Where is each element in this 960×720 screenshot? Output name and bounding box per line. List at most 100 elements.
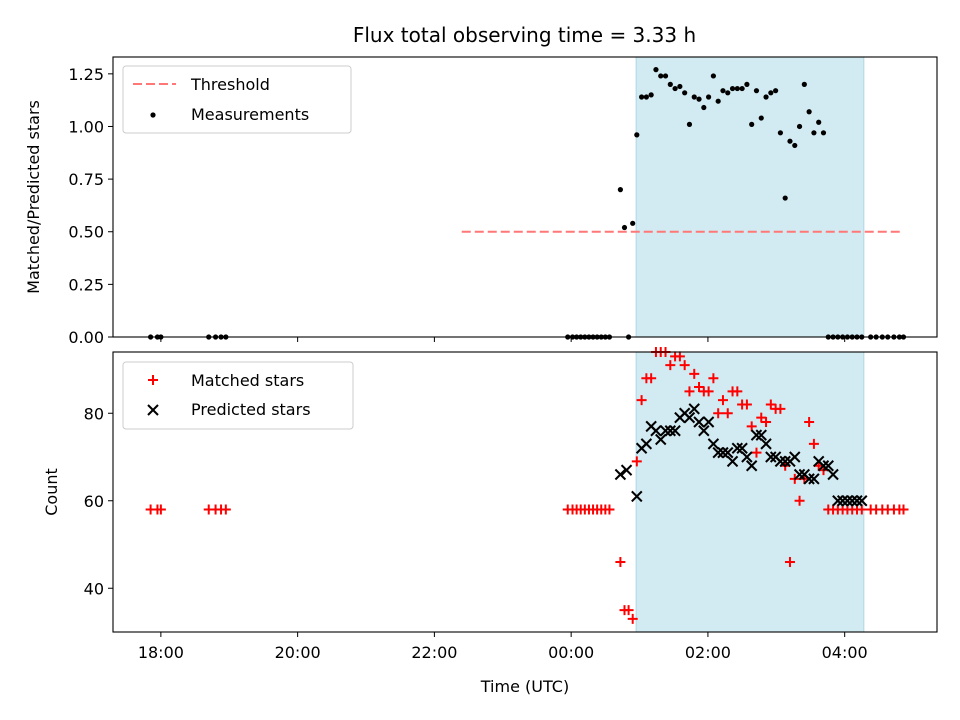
measurement-point — [686, 121, 693, 127]
predicted-star-point — [750, 429, 763, 441]
measurement-point — [720, 88, 726, 94]
matched-star-point — [684, 386, 695, 397]
matched-star-point — [220, 504, 231, 515]
matched-star-point — [751, 447, 762, 458]
measurement-point — [648, 92, 654, 98]
x-tick-label: 02:00 — [685, 643, 731, 662]
measurement-point — [744, 81, 750, 87]
matched-star-point — [623, 605, 634, 616]
matched-star-point — [794, 495, 805, 506]
measurement-point — [763, 94, 769, 100]
y-tick-label: 1.00 — [68, 117, 104, 136]
predicted-star-point — [683, 411, 696, 424]
measurement-point — [758, 115, 764, 121]
x-tick-label: 04:00 — [822, 643, 868, 662]
measurement-point — [634, 132, 640, 138]
matched-star-point — [713, 408, 724, 419]
predicted-star-point — [736, 442, 748, 454]
measurement-point — [643, 94, 649, 100]
predicted-star-point — [655, 433, 667, 446]
top-legend: Threshold Measurements — [122, 65, 352, 134]
matched-star-point — [756, 412, 767, 423]
predicted-star-point — [698, 425, 710, 437]
measurement-point — [806, 109, 812, 115]
x-axis-label: Time (UTC) — [480, 677, 569, 696]
predicted-star-point — [640, 438, 653, 450]
measurement-point — [621, 224, 628, 231]
legend-matched-swatch — [148, 375, 158, 385]
matched-star-point — [679, 360, 690, 371]
measurement-point — [749, 121, 755, 127]
measurement-point — [710, 73, 716, 79]
measurement-point — [691, 94, 697, 100]
matched-star-point — [746, 421, 757, 432]
predicted-star-point — [856, 495, 868, 507]
matched-star-point — [732, 386, 743, 397]
y-tick-label: 0.75 — [68, 170, 104, 189]
predicted-star-point — [817, 460, 830, 472]
measurement-point — [792, 142, 798, 149]
predicted-star-point — [726, 455, 739, 468]
matched-star-point — [717, 395, 728, 406]
predicted-star-point — [664, 425, 677, 437]
x-tick-label: 18:00 — [138, 643, 184, 662]
observing-interval-shade — [635, 56, 865, 338]
measurement-point — [725, 90, 731, 96]
measurement-point — [801, 81, 807, 87]
measurement-point — [672, 85, 678, 92]
measurement-point — [617, 187, 623, 193]
measurement-point — [677, 83, 683, 90]
axes-frame — [112, 56, 938, 338]
predicted-star-point — [827, 468, 839, 481]
measurement-point — [630, 220, 636, 226]
predicted-star-point — [745, 460, 758, 472]
measurement-point — [782, 195, 788, 201]
y-tick-label: 60 — [84, 492, 104, 511]
matched-star-point — [636, 395, 647, 406]
measurement-point — [658, 73, 664, 79]
matched-star-point — [804, 417, 815, 427]
measurement-point — [816, 119, 822, 125]
measurement-point — [753, 88, 760, 94]
matched-star-point — [765, 399, 776, 410]
measurement-point — [811, 130, 817, 136]
matched-star-point — [689, 368, 700, 379]
matched-star-point — [808, 438, 819, 449]
predicted-star-point — [614, 468, 627, 481]
y-tick-label: 1.25 — [68, 65, 104, 84]
measurement-point — [696, 96, 702, 102]
observing-interval-shade — [635, 351, 865, 633]
matched-star-point — [674, 351, 685, 362]
measurement-point — [701, 104, 707, 111]
predicted-star-point — [702, 416, 715, 428]
measurement-point — [667, 81, 673, 87]
matched-star-point — [631, 456, 642, 467]
bottom-y-axis-label: Count — [42, 468, 61, 516]
predicted-star-point — [774, 455, 787, 468]
chart-title: Flux total observing time = 3.33 h — [353, 23, 696, 47]
predicted-star-point — [822, 460, 834, 472]
matched-star-point — [741, 399, 752, 410]
matched-star-point — [775, 403, 786, 414]
predicted-star-point — [755, 429, 767, 441]
top-panel-ratio: 0.00 0.25 0.50 0.75 1.00 1.25 Matched/Predicte… — [24, 56, 938, 347]
predicted-star-point — [722, 446, 734, 459]
matched-star-point — [784, 557, 795, 567]
measurement-point — [729, 85, 736, 92]
predicted-star-point — [669, 425, 681, 437]
legend-threshold-label: Threshold — [190, 75, 270, 94]
predicted-star-point — [693, 416, 705, 428]
measurement-point — [662, 73, 669, 79]
predicted-star-point — [731, 442, 744, 454]
predicted-star-point — [803, 473, 815, 485]
measurement-point — [706, 94, 712, 100]
predicted-star-point — [707, 438, 720, 450]
measurement-point — [768, 90, 774, 96]
predicted-star-point — [620, 464, 633, 476]
measurement-point — [734, 85, 740, 92]
predicted-star-point — [650, 425, 662, 437]
legend-predicted-label: Predicted stars — [191, 400, 311, 419]
matched-star-point — [627, 613, 638, 624]
legend-box — [122, 361, 354, 430]
